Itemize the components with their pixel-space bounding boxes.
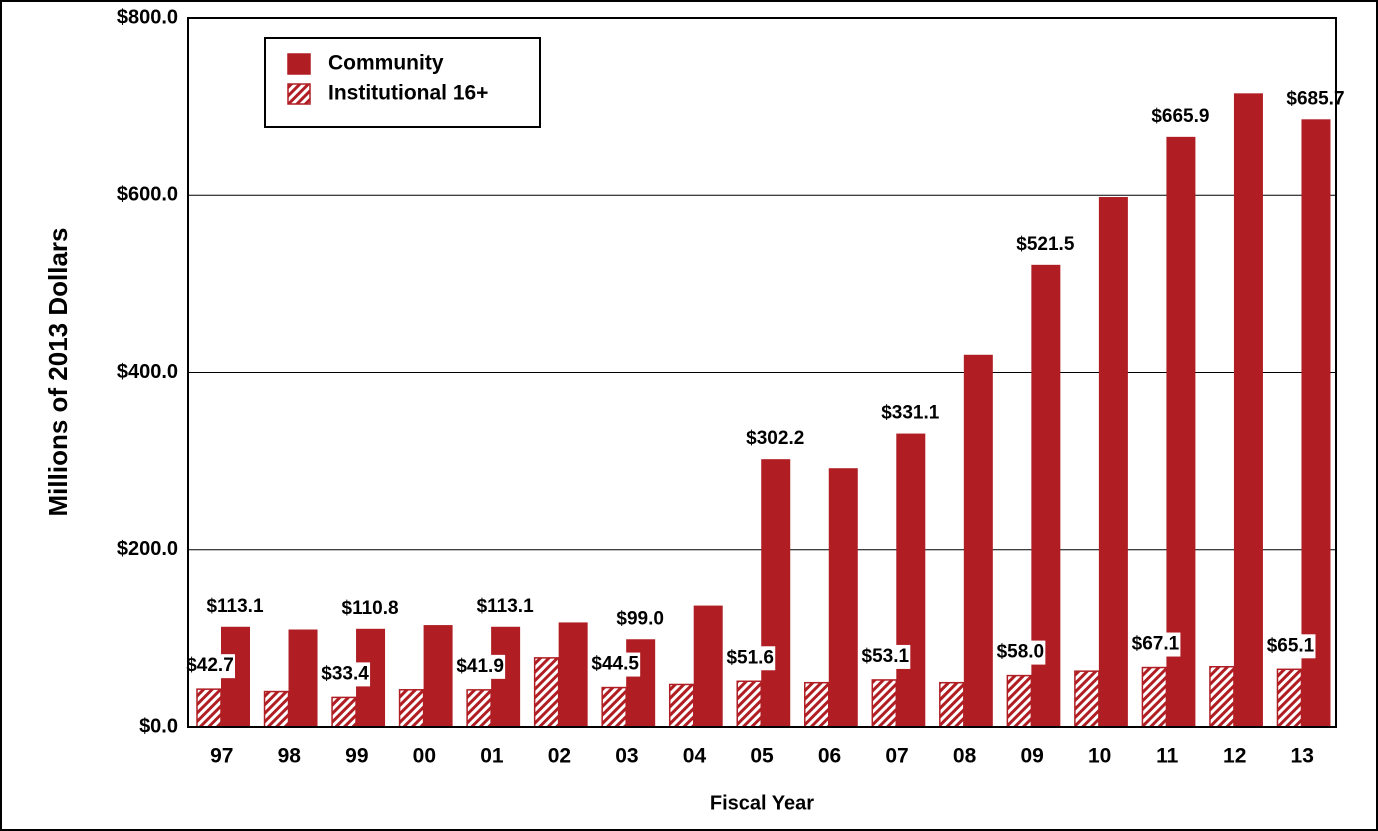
- x-tick-label: 04: [683, 745, 707, 768]
- bar: [1301, 119, 1331, 727]
- bar: [331, 696, 357, 728]
- data-label-bg: [590, 652, 641, 677]
- data-label: $41.9: [456, 656, 504, 677]
- x-tick-label: 08: [953, 745, 977, 768]
- y-tick-label: $800.0: [117, 6, 178, 28]
- y-tick-label: $200.0: [117, 538, 178, 560]
- x-tick-label: 12: [1223, 745, 1246, 768]
- data-label: $51.6: [726, 647, 774, 668]
- y-tick-label: $400.0: [117, 361, 178, 383]
- x-tick-label: 11: [1156, 745, 1179, 768]
- bar: [1006, 674, 1033, 728]
- data-label: $65.1: [1267, 635, 1315, 656]
- y-tick-label: $0.0: [139, 715, 178, 737]
- bar: [693, 605, 723, 727]
- y-axis-title: Millions of 2013 Dollars: [43, 228, 73, 517]
- bar: [963, 354, 993, 727]
- data-label-bg: [725, 646, 776, 671]
- x-tick-label: 07: [885, 745, 908, 768]
- y-tick-label: $600.0: [117, 184, 178, 206]
- bar: [626, 639, 656, 727]
- bar: [1276, 668, 1303, 728]
- data-label-bg: [455, 654, 506, 679]
- bar: [1141, 666, 1168, 728]
- data-label: $331.1: [881, 403, 940, 424]
- data-label: $44.5: [591, 654, 639, 675]
- data-label-bg: [320, 662, 371, 687]
- bar: [601, 686, 627, 728]
- x-tick-label: 99: [345, 745, 368, 768]
- data-label: $302.2: [746, 428, 804, 449]
- x-tick-label: 06: [818, 745, 841, 768]
- bar: [466, 689, 492, 728]
- x-tick-label: 09: [1020, 745, 1043, 768]
- bar: [896, 433, 926, 727]
- data-label: $58.0: [997, 642, 1045, 663]
- x-tick-label: 02: [548, 745, 571, 768]
- bar: [423, 625, 453, 727]
- bar: [263, 690, 290, 728]
- bar: [804, 681, 830, 728]
- data-label: $33.4: [321, 663, 369, 684]
- bar: [871, 679, 898, 728]
- data-label: $42.7: [186, 655, 234, 676]
- data-label: $99.0: [616, 608, 664, 629]
- legend-label: Community: [328, 52, 444, 75]
- data-label: $67.1: [1132, 634, 1180, 655]
- bar: [761, 459, 791, 727]
- bar: [1166, 136, 1196, 727]
- x-tick-label: 01: [480, 745, 504, 768]
- x-tick-label: 13: [1291, 745, 1314, 768]
- legend-swatch: [287, 53, 311, 75]
- bar: [1074, 670, 1100, 728]
- x-tick-label: 03: [615, 745, 638, 768]
- bar: [558, 622, 588, 727]
- x-tick-label: 98: [278, 745, 302, 768]
- bar: [288, 629, 318, 727]
- data-label-bg: [185, 654, 235, 679]
- data-label: $521.5: [1016, 234, 1075, 255]
- data-label: $53.1: [862, 646, 910, 667]
- data-label: $113.1: [477, 596, 534, 617]
- data-label-bg: [995, 640, 1046, 665]
- bar: [668, 683, 695, 728]
- legend-swatch: [287, 83, 311, 105]
- bar: [736, 680, 762, 728]
- data-label-bg: [1130, 632, 1181, 657]
- bar: [398, 689, 425, 728]
- bar: [828, 468, 858, 727]
- x-tick-label: 00: [413, 745, 436, 768]
- data-label: $685.7: [1286, 88, 1344, 109]
- bar: [939, 681, 965, 728]
- bar: [1233, 93, 1263, 728]
- data-label: $110.8: [342, 598, 399, 619]
- plot-frame: [187, 17, 1337, 728]
- legend-label: Institutional 16+: [328, 82, 488, 105]
- data-label: $665.9: [1151, 106, 1209, 127]
- legend-box: [264, 37, 541, 128]
- data-label-bg: [860, 644, 911, 669]
- x-tick-label: 97: [210, 745, 233, 768]
- bar: [533, 657, 560, 728]
- data-label-bg: [1265, 634, 1316, 659]
- bar: [1098, 197, 1128, 727]
- x-tick-label: 05: [750, 745, 774, 768]
- bar: [1209, 665, 1235, 728]
- x-axis-title: Fiscal Year: [710, 792, 814, 814]
- x-tick-label: 10: [1088, 745, 1111, 768]
- bar: [196, 688, 222, 728]
- data-label: $113.1: [206, 596, 263, 617]
